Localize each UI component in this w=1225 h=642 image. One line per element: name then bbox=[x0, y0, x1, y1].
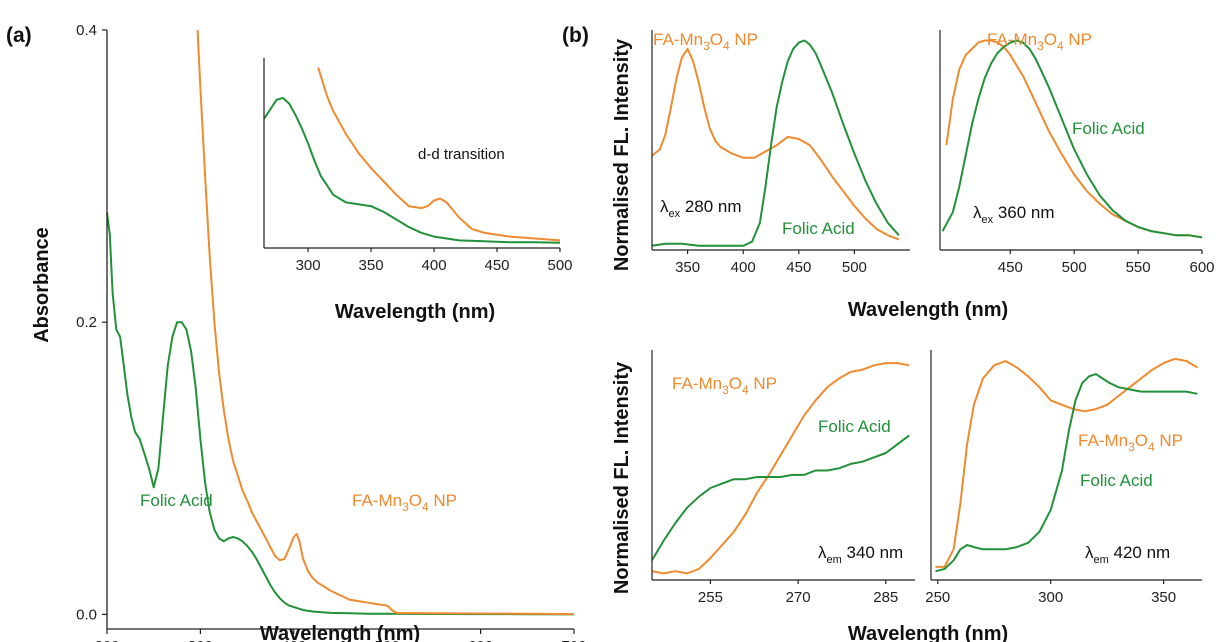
main-y-tick-label: 0.0 bbox=[76, 606, 97, 623]
b-top-y-axis-label: Normalised FL. Intensity bbox=[611, 38, 633, 271]
b1-x-tick-label: 350 bbox=[675, 259, 700, 276]
b2-x-tick-label: 450 bbox=[998, 259, 1023, 276]
inset-x-tick-label: 450 bbox=[485, 257, 510, 274]
panel-label-a: (a) bbox=[6, 24, 32, 47]
main-y-tick-label: 0.4 bbox=[76, 22, 97, 39]
b3-label-lambda: λem 340 nm bbox=[818, 543, 903, 566]
main-label-folic-acid: Folic Acid bbox=[140, 491, 213, 510]
main-x-tick-label: 500 bbox=[375, 638, 400, 642]
b4-x-tick-label: 350 bbox=[1151, 589, 1176, 606]
main-series-fa-line bbox=[196, 29, 575, 616]
b4-label-fa-np: FA-Mn3O4 NP bbox=[1078, 431, 1183, 454]
b1-label-lambda: λex 280 nm bbox=[660, 197, 742, 220]
b1-label-fa-np: FA-Mn3O4 NP bbox=[653, 30, 758, 53]
b4-series-fa-line bbox=[935, 357, 1198, 568]
inset-annotation-dd: d-d transition bbox=[418, 146, 505, 163]
b1-x-tick-label: 500 bbox=[842, 259, 867, 276]
panel-b4-chart: 250 300 350 FA-Mn3O4 NP Folic Acid λem 420… bbox=[925, 350, 1202, 606]
b3-x-tick-label: 285 bbox=[873, 589, 898, 606]
panel-b1-chart: 350 400 450 500 FA-Mn3O4 NP Folic Acid λex … bbox=[651, 30, 910, 276]
panel-a-main-chart: 200 300 400 500 600 700 0.0 0.2 0.4 Wavelength (… bbox=[31, 22, 587, 642]
b4-x-tick-label: 300 bbox=[1038, 589, 1063, 606]
b3-label-fa-np: FA-Mn3O4 NP bbox=[672, 374, 777, 397]
main-x-axis-label: Wavelength (nm) bbox=[260, 623, 420, 642]
main-series-folic-line bbox=[106, 212, 575, 616]
main-x-tick-label: 700 bbox=[561, 638, 586, 642]
b3-series-fa-line bbox=[651, 362, 910, 575]
main-x-tick-label: 200 bbox=[94, 638, 119, 642]
inset-x-tick-label: 500 bbox=[547, 257, 572, 274]
b1-series-folic-line bbox=[651, 39, 900, 247]
b2-x-tick-label: 500 bbox=[1062, 259, 1087, 276]
main-x-tick-label: 400 bbox=[281, 638, 306, 642]
inset-x-axis-label: Wavelength (nm) bbox=[335, 301, 495, 323]
panel-label-b: (b) bbox=[562, 24, 589, 47]
b1-series-fa-line bbox=[651, 47, 900, 241]
main-y-tick-label: 0.2 bbox=[76, 314, 97, 331]
b-bottom-x-axis-label: Wavelength (nm) bbox=[848, 623, 1008, 642]
inset-series-fa-line bbox=[317, 67, 561, 242]
b1-label-folic-acid: Folic Acid bbox=[782, 219, 855, 238]
panel-a-inset-chart: 300 350 400 450 500 Wavelength (nm) d-d tran… bbox=[263, 58, 573, 323]
b4-series-folic-line bbox=[935, 373, 1198, 573]
b2-x-tick-label: 600 bbox=[1189, 259, 1214, 276]
b2-label-lambda: λex 360 nm bbox=[973, 203, 1055, 226]
b4-x-tick-label: 250 bbox=[925, 589, 950, 606]
b3-x-tick-label: 255 bbox=[698, 589, 723, 606]
b2-x-tick-label: 550 bbox=[1126, 259, 1151, 276]
main-x-tick-label: 600 bbox=[468, 638, 493, 642]
b2-label-folic-acid: Folic Acid bbox=[1072, 119, 1145, 138]
main-x-tick-label: 300 bbox=[188, 638, 213, 642]
main-label-fa-np: FA-Mn3O4 NP bbox=[352, 491, 457, 514]
panel-b2-chart: 450 500 550 600 FA-Mn3O4 NP Folic Acid λex … bbox=[939, 30, 1215, 276]
b2-series-folic-line bbox=[941, 39, 1203, 239]
b3-series-folic-line bbox=[651, 434, 910, 561]
inset-x-tick-label: 400 bbox=[422, 257, 447, 274]
panel-b3-chart: 255 270 285 FA-Mn3O4 NP Folic Acid λem 340… bbox=[651, 350, 915, 606]
b1-x-tick-label: 400 bbox=[731, 259, 756, 276]
b2-series-fa-line bbox=[945, 39, 1203, 239]
inset-series-folic-line bbox=[263, 96, 561, 244]
inset-x-tick-label: 300 bbox=[296, 257, 321, 274]
b-bottom-y-axis-label: Normalised FL. Intensity bbox=[611, 361, 633, 594]
b2-label-fa-np: FA-Mn3O4 NP bbox=[987, 30, 1092, 53]
b3-x-tick-label: 270 bbox=[786, 589, 811, 606]
b-top-x-axis-label: Wavelength (nm) bbox=[848, 299, 1008, 321]
main-y-axis-label: Absorbance bbox=[31, 227, 53, 343]
inset-x-tick-label: 350 bbox=[359, 257, 384, 274]
b4-label-lambda: λem 420 nm bbox=[1085, 543, 1170, 566]
b3-label-folic-acid: Folic Acid bbox=[818, 417, 891, 436]
b4-label-folic-acid: Folic Acid bbox=[1080, 471, 1153, 490]
b1-x-tick-label: 450 bbox=[786, 259, 811, 276]
